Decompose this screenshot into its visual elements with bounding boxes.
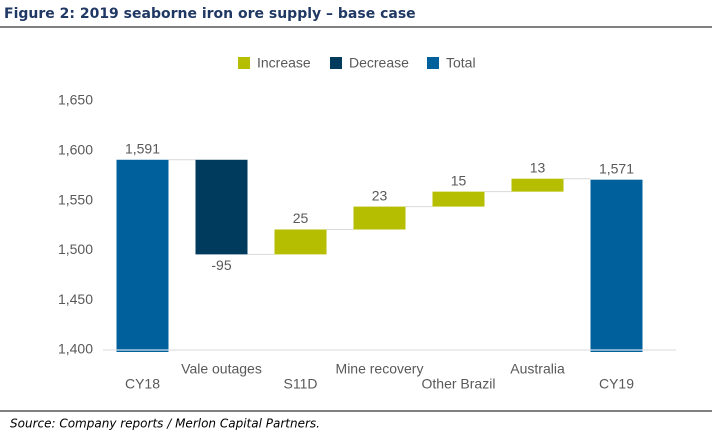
data-label: 1,591: [125, 140, 160, 156]
y-tick-label: 1,500: [58, 241, 93, 257]
x-tick-label: Australia: [510, 361, 565, 377]
legend-swatch: [238, 57, 250, 69]
data-label: 13: [530, 159, 546, 175]
data-label: 25: [293, 210, 309, 226]
bar: [195, 159, 248, 255]
bar: [274, 229, 327, 255]
x-tick-label: Mine recovery: [336, 361, 424, 377]
data-label: 23: [372, 187, 388, 203]
y-tick-label: 1,650: [58, 92, 93, 108]
bar: [511, 178, 564, 192]
x-tick-label: Vale outages: [181, 361, 262, 377]
legend-label: Decrease: [349, 55, 409, 71]
x-tick-label: CY19: [599, 376, 634, 392]
bar: [590, 179, 643, 352]
data-label: 1,571: [599, 160, 634, 176]
x-tick-label: Other Brazil: [422, 376, 496, 392]
x-tick-label: S11D: [284, 376, 318, 392]
data-label: -95: [211, 257, 231, 273]
y-tick-label: 1,550: [58, 191, 93, 207]
legend-label: Increase: [257, 55, 311, 71]
source-note: Source: Company reports / Merlon Capital…: [10, 417, 320, 431]
chart-title: Figure 2: 2019 seaborne iron ore supply …: [4, 6, 416, 22]
bar: [432, 191, 485, 207]
y-tick-label: 1,400: [58, 341, 93, 357]
data-label: 15: [451, 172, 467, 188]
x-tick-label: CY18: [125, 376, 160, 392]
legend-label: Total: [446, 55, 476, 71]
bar: [353, 206, 406, 230]
bar: [116, 159, 169, 352]
legend-swatch: [427, 57, 439, 69]
y-tick-label: 1,600: [58, 142, 93, 158]
y-tick-label: 1,450: [58, 291, 93, 307]
legend-swatch: [330, 57, 342, 69]
